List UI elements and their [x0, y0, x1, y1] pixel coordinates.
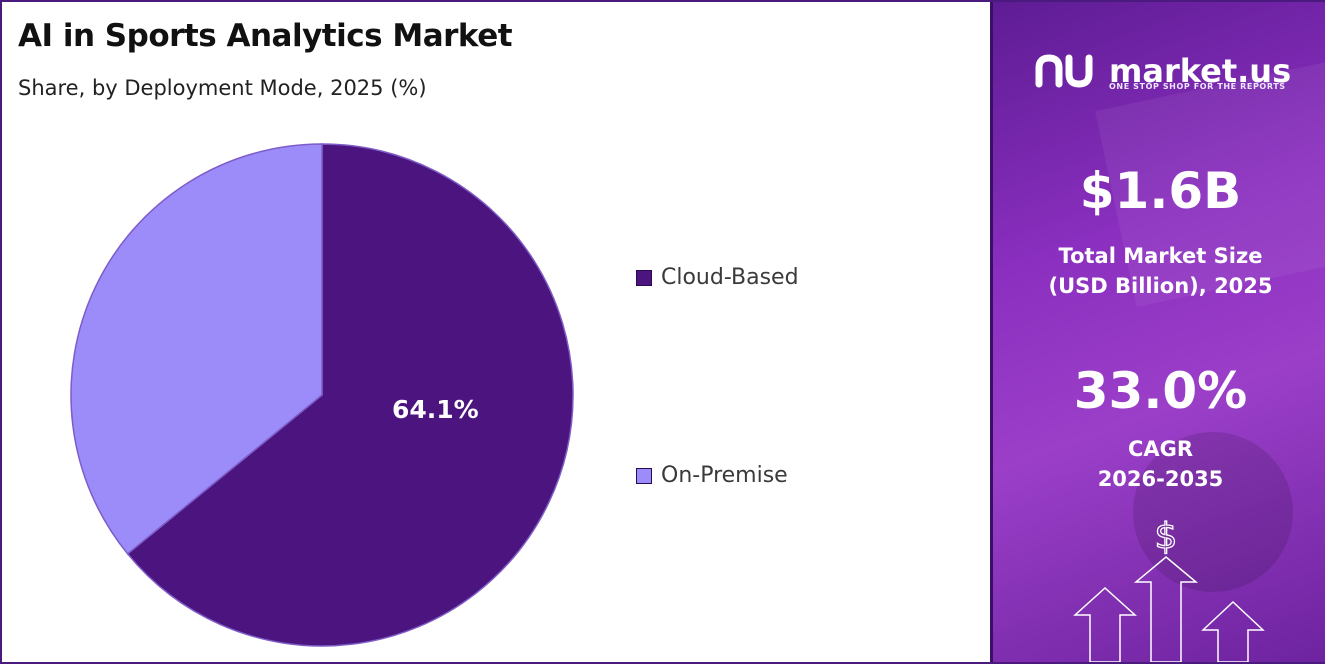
- pie-slice-label-cloud-based: 64.1%: [392, 395, 479, 424]
- pie-chart: [70, 143, 574, 647]
- market-size-label-line1: Total Market Size: [1058, 244, 1263, 268]
- legend-label-on-premise: On-Premise: [661, 463, 788, 488]
- legend-swatch-on-premise: [636, 467, 652, 484]
- brand-name: market.us: [1109, 52, 1292, 90]
- background-shape: [1133, 432, 1293, 592]
- summary-sidebar: market.us ONE STOP SHOP FOR THE REPORTS …: [990, 2, 1325, 662]
- market-us-logo-icon: [1035, 54, 1093, 88]
- cagr-value: 33.0%: [1073, 362, 1248, 420]
- legend-swatch-cloud-based: [636, 269, 652, 286]
- svg-text:$: $: [1155, 516, 1178, 557]
- cagr-label: CAGR: [1127, 437, 1194, 461]
- cagr-period: 2026-2035: [1097, 467, 1224, 491]
- dollar-growth-arrows-icon: $: [1073, 515, 1265, 662]
- market-size-label-line2: (USD Billion), 2025: [1048, 274, 1273, 298]
- brand-logo: market.us: [1033, 48, 1291, 94]
- pie-slice-cloud-based: [126, 143, 574, 647]
- market-size-value: $1.6B: [1079, 162, 1242, 220]
- legend-label-cloud-based: Cloud-Based: [661, 265, 799, 290]
- legend-item-cloud-based: Cloud-Based: [636, 265, 799, 290]
- legend-item-on-premise: On-Premise: [636, 463, 788, 488]
- chart-subtitle: Share, by Deployment Mode, 2025 (%): [18, 76, 427, 100]
- chart-panel: AI in Sports Analytics Market Share, by …: [2, 2, 990, 662]
- chart-title: AI in Sports Analytics Market: [18, 18, 513, 54]
- pie-slice-on-premise: [70, 143, 323, 555]
- brand-tagline: ONE STOP SHOP FOR THE REPORTS: [1109, 82, 1286, 91]
